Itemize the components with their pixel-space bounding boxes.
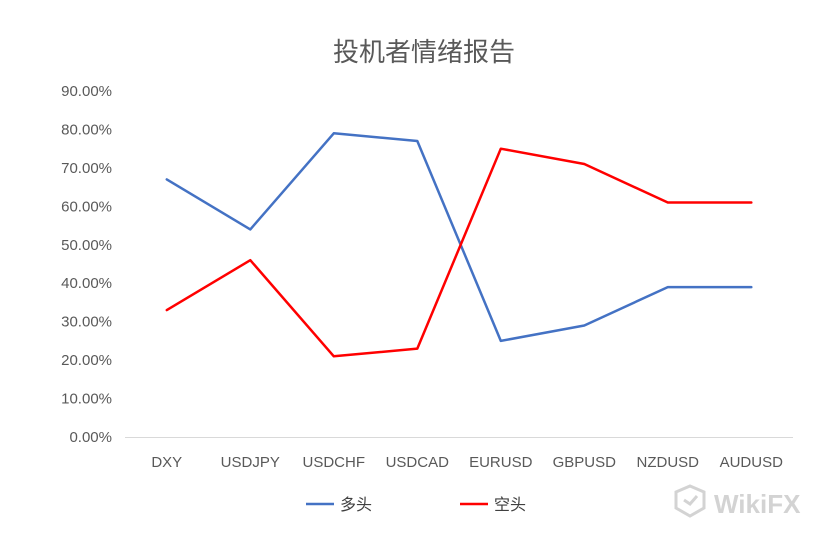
x-axis-ticks: DXY USDJPY USDCHF USDCAD EURUSD GBPUSD NZDUSD A…: [151, 454, 783, 471]
legend-item[interactable]: 多头: [306, 496, 372, 514]
y-axis-ticks: 0.00% 10.00% 20.00% 30.00% 40.00% 50.00% 60.00…: [61, 83, 112, 446]
legend-label: 空头: [494, 496, 526, 514]
y-tick-label: 60.00%: [61, 198, 112, 215]
x-tick-label: USDCAD: [386, 454, 450, 471]
chart-title: 投机者情绪报告: [333, 37, 515, 67]
y-tick-label: 50.00%: [61, 237, 112, 254]
x-tick-label: NZDUSD: [637, 454, 700, 471]
y-tick-label: 80.00%: [61, 121, 112, 138]
x-tick-label: USDJPY: [221, 454, 280, 471]
y-tick-label: 30.00%: [61, 314, 112, 331]
series-lines: [165, 132, 753, 358]
legend[interactable]: 多头 空头: [306, 496, 526, 514]
wikifx-logo-icon: [674, 484, 706, 518]
x-tick-label: USDCHF: [303, 454, 366, 471]
watermark-text: WikiFX: [714, 489, 801, 519]
legend-label: 多头: [340, 496, 372, 514]
series-line-0: [165, 132, 753, 343]
watermark: WikiFX: [674, 484, 801, 519]
y-tick-label: 20.00%: [61, 352, 112, 369]
y-tick-label: 40.00%: [61, 275, 112, 292]
x-tick-label: DXY: [151, 454, 182, 471]
x-tick-label: EURUSD: [469, 454, 533, 471]
y-tick-label: 70.00%: [61, 160, 112, 177]
y-tick-label: 0.00%: [69, 429, 112, 446]
x-tick-label: GBPUSD: [553, 454, 617, 471]
x-tick-label: AUDUSD: [720, 454, 784, 471]
series-line-1: [165, 147, 753, 358]
legend-item[interactable]: 空头: [460, 496, 526, 514]
y-tick-label: 10.00%: [61, 391, 112, 408]
y-tick-label: 90.00%: [61, 83, 112, 100]
